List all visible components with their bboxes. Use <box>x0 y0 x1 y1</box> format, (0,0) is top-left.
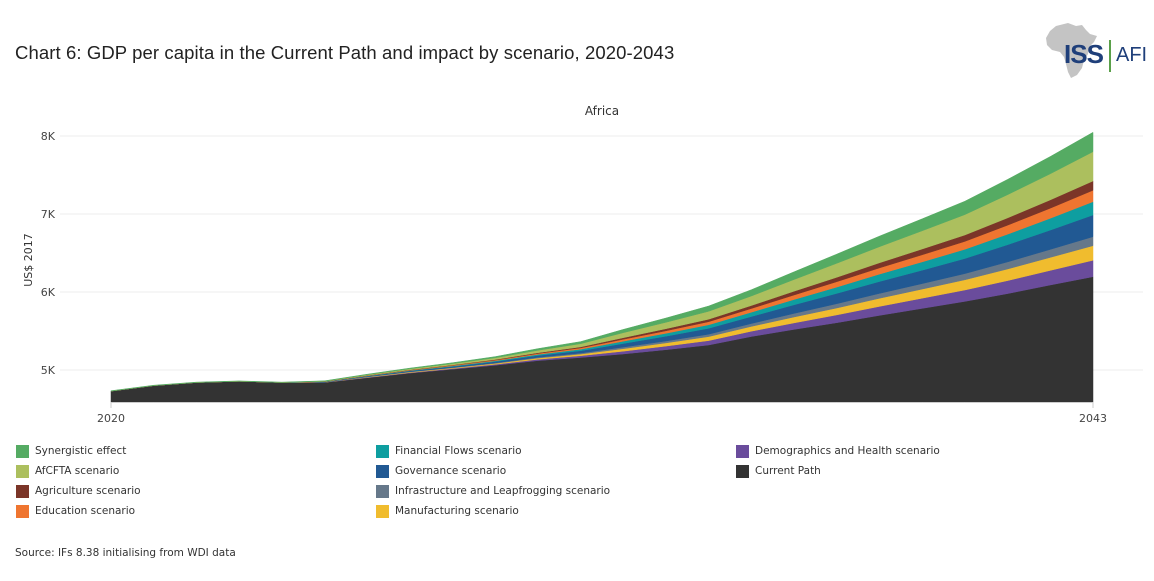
x-tick-label: 2020 <box>97 412 125 425</box>
chart-subtitle: Africa <box>585 104 619 118</box>
logo-iss-text: ISS <box>1064 39 1104 69</box>
y-tick-label: 6K <box>41 286 56 299</box>
legend-label: Agriculture scenario <box>35 485 141 497</box>
legend-label: Demographics and Health scenario <box>755 445 940 457</box>
legend-swatch <box>736 444 749 458</box>
legend-item[interactable]: Manufacturing scenario <box>376 504 519 518</box>
legend-swatch <box>16 444 29 458</box>
logo-afi-text: AFI <box>1116 44 1148 66</box>
legend-item[interactable]: Financial Flows scenario <box>376 444 522 458</box>
legend-label: Synergistic effect <box>35 445 127 457</box>
legend-item[interactable]: AfCFTA scenario <box>16 464 119 478</box>
legend-swatch <box>376 464 389 478</box>
legend-label: Manufacturing scenario <box>395 505 519 517</box>
legend-swatch <box>376 484 389 498</box>
stacked-areas <box>110 131 1094 403</box>
africa-map-icon <box>1046 23 1097 78</box>
iss-afi-logo: ISS AFI <box>1040 20 1150 82</box>
legend-item[interactable]: Demographics and Health scenario <box>736 444 940 458</box>
legend-swatch <box>16 504 29 518</box>
legend: Synergistic effect AfCFTA scenario Agricul… <box>0 444 1154 524</box>
y-tick-label: 7K <box>41 208 56 221</box>
x-tick-label: 2043 <box>1079 412 1107 425</box>
legend-swatch <box>736 464 749 478</box>
legend-label: Current Path <box>755 465 821 477</box>
legend-label: Governance scenario <box>395 465 507 477</box>
legend-item[interactable]: Infrastructure and Leapfrogging scenario <box>376 484 610 498</box>
legend-item[interactable]: Synergistic effect <box>16 444 126 458</box>
source-note: Source: IFs 8.38 initialising from WDI d… <box>15 547 236 559</box>
legend-label: AfCFTA scenario <box>35 465 120 477</box>
logo-separator <box>1109 40 1111 72</box>
legend-item[interactable]: Education scenario <box>16 504 135 518</box>
y-tick-label: 5K <box>41 364 56 377</box>
legend-swatch <box>16 464 29 478</box>
legend-item[interactable]: Agriculture scenario <box>16 484 141 498</box>
y-axis-ticks: 5K 6K 7K 8K <box>41 130 56 377</box>
legend-label: Education scenario <box>35 505 136 517</box>
legend-swatch <box>376 444 389 458</box>
legend-item[interactable]: Current Path <box>736 464 821 478</box>
legend-label: Infrastructure and Leapfrogging scenario <box>395 485 611 497</box>
y-axis-label: US$ 2017 <box>22 233 35 287</box>
legend-swatch <box>16 484 29 498</box>
area-synergistic-effect <box>110 131 1094 392</box>
x-axis-ticks: 2020 2043 <box>97 402 1107 425</box>
legend-label: Financial Flows scenario <box>395 445 522 457</box>
legend-item[interactable]: Governance scenario <box>376 464 506 478</box>
chart-svg: 5K 6K 7K 8K 2020 2043 Africa US$ 2017 <box>22 104 1143 425</box>
legend-swatch <box>376 504 389 518</box>
y-tick-label: 8K <box>41 130 56 143</box>
chart-title: Chart 6: GDP per capita in the Current P… <box>15 42 675 63</box>
